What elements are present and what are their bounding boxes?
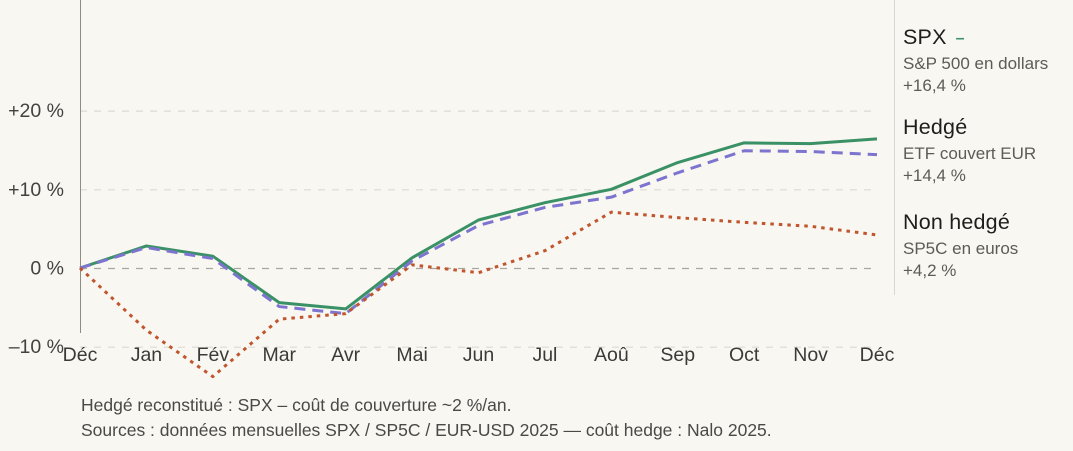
x-tick-label: Oct <box>729 344 760 366</box>
performance-line-chart: +20 %+10 %0 %–10 %Déc Jan Fév Mar Avr Mai Jun J… <box>8 0 895 379</box>
x-tick-label: Aoû <box>594 344 629 366</box>
legend-title-non-hedge: Non hedgé <box>903 210 1011 234</box>
x-tick-label: Avr <box>331 344 360 366</box>
legend-subtitle-hedge: ETF couvert EUR <box>903 144 1037 163</box>
x-tick-label: Mai <box>396 344 427 366</box>
x-tick-label: Déc <box>860 344 895 366</box>
legend-value-hedge: +14,4 % <box>903 166 966 185</box>
legend-title-spx: SPX <box>903 25 947 49</box>
x-tick-label: Jan <box>131 344 162 366</box>
y-tick-label: –10 % <box>9 336 64 358</box>
x-tick-label: Jun <box>463 344 494 366</box>
legend-item-non-hedge: Non hedgé SP5C en euros +4,2 % <box>903 209 1073 282</box>
series-line-spx <box>79 137 878 311</box>
footnote-line-sources: Sources : données mensuelles SPX / SP5C … <box>81 420 772 440</box>
x-tick-label: Nov <box>793 344 828 366</box>
y-tick-label: 0 % <box>30 258 64 280</box>
x-tick-label: Jul <box>532 344 557 366</box>
spx-line-sample-icon: – <box>955 30 965 47</box>
y-tick-label: +20 % <box>8 100 64 122</box>
footnote-line-methodology: Hedgé reconstitué : SPX – coût de couver… <box>81 395 512 415</box>
legend-item-spx: SPX – S&P 500 en dollars +16,4 % <box>903 24 1073 97</box>
x-tick-label: Mar <box>262 344 296 366</box>
legend-title-row: SPX – <box>903 24 1073 51</box>
y-tick-label: +10 % <box>8 179 64 201</box>
legend-title-row: Hedgé <box>903 114 1073 141</box>
legend-separator-line <box>894 0 895 295</box>
legend-value-spx: +16,4 % <box>903 76 966 95</box>
series-line-non-hedg- <box>78 210 878 379</box>
footnote: Hedgé reconstitué : SPX – coût de couver… <box>81 393 772 443</box>
legend-title-row: Non hedgé <box>903 209 1073 236</box>
legend-item-hedge: Hedgé ETF couvert EUR +14,4 % <box>903 114 1073 187</box>
x-tick-label: Sep <box>660 344 695 366</box>
x-tick-label: Fév <box>197 344 230 366</box>
x-tick-label: Déc <box>63 344 98 366</box>
legend-value-non-hedge: +4,2 % <box>903 261 957 280</box>
legend-title-hedge: Hedgé <box>903 115 968 139</box>
series-line-hedg- <box>79 149 878 316</box>
legend-subtitle-spx: S&P 500 en dollars <box>903 54 1049 73</box>
legend-subtitle-non-hedge: SP5C en euros <box>903 239 1019 258</box>
